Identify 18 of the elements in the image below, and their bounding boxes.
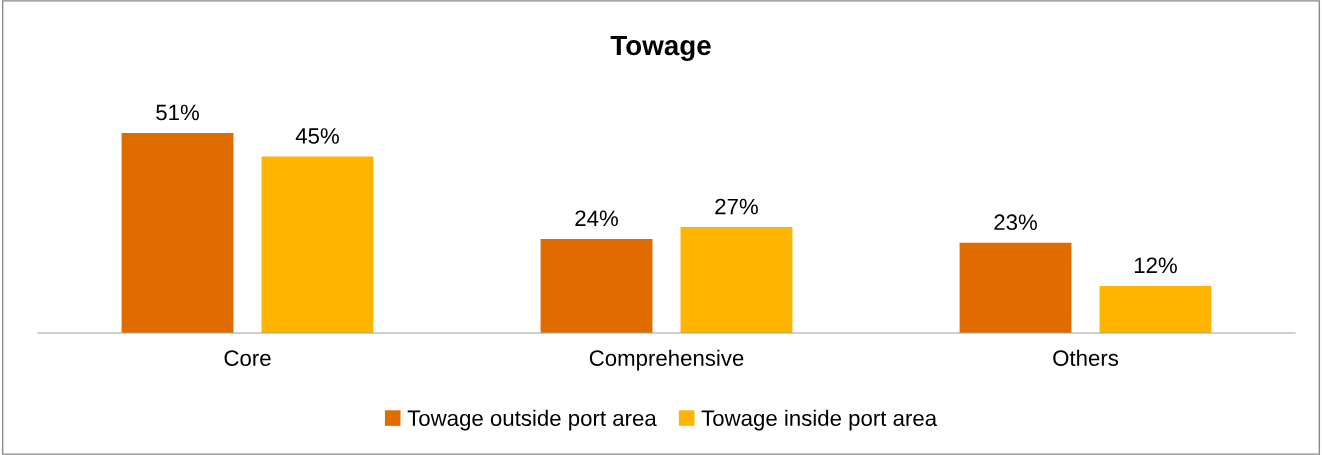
legend-label: Towage inside port area — [701, 409, 938, 431]
data-label: 45% — [295, 128, 339, 144]
x-tick-label: Core — [224, 350, 271, 366]
data-label: 24% — [575, 210, 618, 227]
data-label: 12% — [1134, 257, 1177, 274]
data-label: 51% — [156, 104, 199, 121]
data-label: 27% — [715, 198, 758, 215]
bar — [1099, 285, 1212, 333]
bar — [959, 242, 1072, 333]
x-tick-label: Others — [1053, 349, 1119, 366]
bar — [540, 238, 653, 333]
bar — [121, 133, 234, 333]
legend-label: Towage outside port area — [407, 409, 657, 431]
chart-title: Towage — [610, 35, 711, 61]
x-tick-label: Comprehensive — [589, 349, 744, 371]
data-label: 23% — [994, 214, 1037, 231]
bar — [261, 156, 374, 333]
bar — [680, 227, 793, 333]
